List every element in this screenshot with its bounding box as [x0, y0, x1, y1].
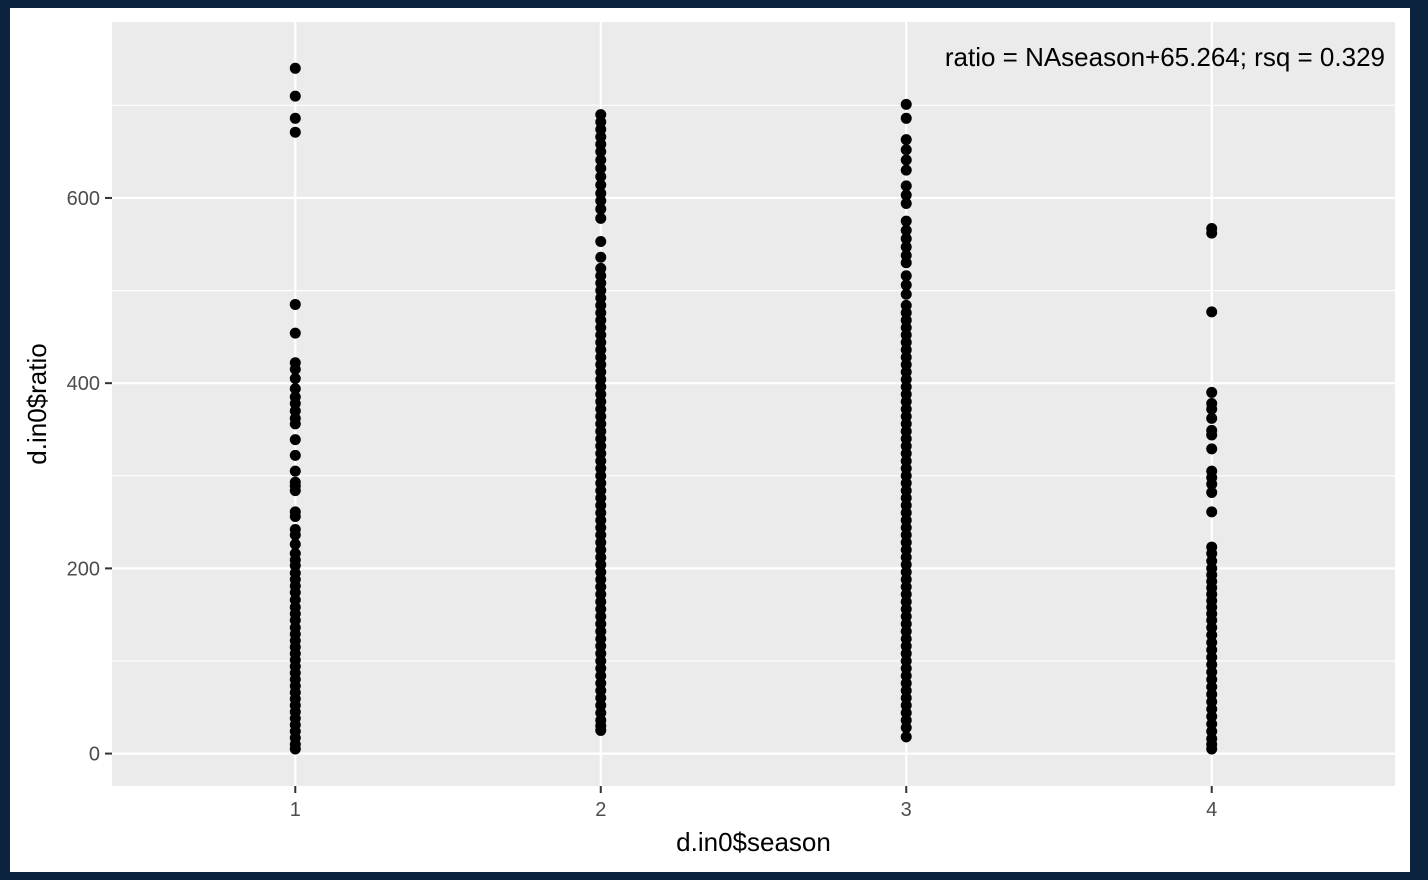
x-tick-label: 2: [595, 799, 606, 821]
data-point: [289, 449, 301, 461]
data-point: [595, 179, 607, 191]
data-point: [289, 485, 301, 497]
data-point: [289, 529, 301, 541]
data-point: [1206, 227, 1218, 239]
y-tick-label: 400: [67, 373, 100, 395]
data-point: [900, 241, 912, 253]
data-point: [289, 511, 301, 523]
data-point: [900, 257, 912, 269]
data-point: [900, 112, 912, 124]
x-tick-label: 4: [1206, 799, 1217, 821]
data-point: [900, 154, 912, 166]
data-point: [289, 363, 301, 375]
data-point: [900, 722, 912, 734]
data-point: [595, 146, 607, 158]
data-point: [595, 171, 607, 183]
data-point: [900, 164, 912, 176]
data-point: [1206, 403, 1218, 415]
data-point: [900, 215, 912, 227]
regression-annotation: ratio = NAseason+65.264; rsq = 0.329: [945, 42, 1385, 72]
data-point: [595, 251, 607, 263]
x-tick-label: 1: [290, 799, 301, 821]
data-point: [289, 298, 301, 310]
data-point: [595, 162, 607, 174]
data-point: [289, 327, 301, 339]
data-point: [289, 538, 301, 550]
data-point: [289, 418, 301, 430]
data-point: [289, 743, 301, 755]
data-point: [1206, 506, 1218, 518]
x-axis-title: d.in0$season: [676, 827, 831, 857]
y-tick-label: 0: [89, 744, 100, 766]
data-point: [595, 724, 607, 736]
data-point: [289, 62, 301, 74]
data-point: [289, 373, 301, 385]
data-points: [289, 62, 1218, 755]
data-point: [900, 198, 912, 210]
data-point: [289, 465, 301, 477]
data-point: [595, 195, 607, 207]
figure-frame: 0 200 400 600 1 2 3 4 ratio = NAseason+65.264; …: [10, 8, 1410, 872]
data-point: [900, 233, 912, 245]
data-point: [595, 235, 607, 247]
y-tick-label: 600: [67, 188, 100, 210]
data-point: [1206, 429, 1218, 441]
data-point: [289, 434, 301, 446]
data-point: [595, 203, 607, 215]
data-point: [595, 154, 607, 166]
data-point: [1206, 386, 1218, 398]
data-point: [900, 279, 912, 291]
data-point: [289, 112, 301, 124]
data-point: [1206, 743, 1218, 755]
data-point: [900, 224, 912, 236]
data-point: [1206, 443, 1218, 455]
data-point: [595, 212, 607, 224]
data-point: [1206, 486, 1218, 498]
y-axis-title: d.in0$ratio: [22, 343, 52, 464]
axes: 0 200 400 600 1 2 3 4: [67, 188, 1218, 821]
data-point: [900, 134, 912, 146]
scatter-plot: 0 200 400 600 1 2 3 4 ratio = NAseason+65.264; …: [22, 22, 1395, 857]
data-point: [1206, 478, 1218, 490]
data-point: [289, 126, 301, 138]
data-point: [900, 731, 912, 743]
data-point: [1206, 306, 1218, 318]
data-point: [900, 144, 912, 156]
data-point: [900, 189, 912, 201]
data-point: [900, 270, 912, 282]
data-point: [289, 90, 301, 102]
data-point: [1206, 412, 1218, 424]
data-point: [900, 288, 912, 300]
data-point: [900, 98, 912, 110]
y-tick-label: 200: [67, 558, 100, 580]
plot-panel: [112, 22, 1395, 786]
data-point: [900, 180, 912, 192]
data-point: [289, 383, 301, 395]
x-tick-label: 3: [901, 799, 912, 821]
